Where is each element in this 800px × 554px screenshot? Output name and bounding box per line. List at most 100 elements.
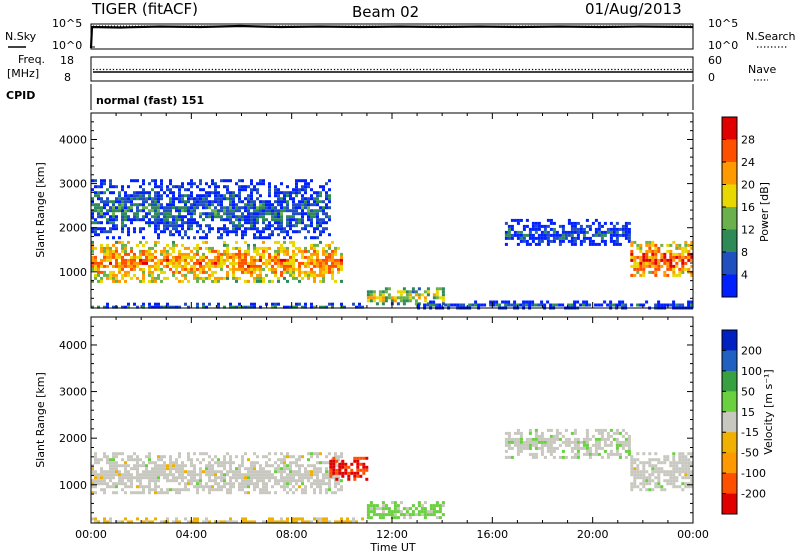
echo-cell [540,440,544,444]
echo-cell [576,221,580,225]
echo-cell [220,520,223,524]
echo-region [91,240,343,283]
echo-cell [274,482,277,486]
echo-cell [154,224,157,228]
echo-cell [211,227,214,231]
echo-cell [124,200,127,204]
echo-cell [91,221,94,225]
colorbar-swatch [722,493,737,515]
echo-cell [319,230,322,234]
echo-cell [277,470,280,474]
echo-cell [645,482,649,486]
echo-cell [259,255,262,259]
echo-cell [142,485,145,489]
echo-cell [190,458,193,462]
echo-cell [103,455,106,459]
echo-cell [151,467,154,471]
echo-cell [151,473,154,477]
echo-cell [211,182,214,186]
echo-cell [253,233,256,237]
echo-cell [94,194,97,198]
echo-cell [160,182,163,186]
echo-cell [295,179,298,183]
echo-cell [157,203,160,207]
echo-cell [319,491,322,495]
echo-cell [274,452,277,456]
echo-cell [142,258,145,262]
echo-cell [244,270,247,274]
echo-cell [148,212,151,216]
echo-cell [124,464,127,468]
echo-cell [669,476,673,480]
echo-cell [358,302,361,306]
echo-cell [365,468,369,472]
echo-cell [226,258,229,262]
echo-cell [97,273,100,277]
echo-cell [325,227,328,231]
echo-cell [369,290,373,294]
echo-cell [166,221,169,225]
echo-cell [331,261,334,265]
echo-cell [274,470,277,474]
echo-cell [262,488,265,492]
echo-cell [145,200,148,204]
echo-cell [175,197,178,201]
echo-cell [663,470,667,474]
echo-cell [322,473,325,477]
echo-cell [241,206,244,210]
echo-cell [121,224,124,228]
echo-cell [289,227,292,231]
echo-cell [163,264,166,268]
echo-cell [109,185,112,189]
echo-cell [184,261,187,265]
echo-cell [289,270,292,274]
echo-cell [328,488,331,492]
echo-cell [423,501,427,505]
echo-cell [193,273,196,277]
echo-cell [283,305,286,309]
echo-cell [420,293,424,297]
echo-cell [678,273,682,277]
echo-cell [112,218,115,222]
echo-cell [196,249,199,253]
echo-cell [429,507,433,511]
echo-cell [295,218,298,222]
echo-cell [214,455,217,459]
echo-cell [283,249,286,253]
echo-cell [217,227,220,231]
echo-cell [145,206,148,210]
echo-cell [142,267,145,271]
echo-cell [190,206,193,210]
echo-cell [208,230,211,234]
echo-cell [642,255,646,259]
echo-cell [334,464,337,468]
echo-cell [690,452,694,456]
colorbar-tick-label: 28 [741,134,755,147]
echo-cell [109,479,112,483]
echo-cell [292,188,295,192]
echo-cell [223,240,226,244]
echo-cell [660,258,664,262]
echo-cell [331,491,334,495]
echo-cell [166,209,169,213]
echo-cell [337,458,340,462]
echo-cell [112,227,115,231]
echo-cell [193,452,196,456]
echo-cell [220,200,223,204]
echo-cell [121,206,124,210]
echo-cell [381,516,385,520]
echo-cell [366,504,370,508]
echo-cell [552,236,556,240]
echo-cell [178,191,181,195]
echo-cell [181,476,184,480]
echo-cell [603,230,607,234]
echo-cell [280,218,283,222]
echo-cell [190,479,193,483]
echo-cell [274,302,277,306]
echo-cell [660,485,664,489]
echo-cell [627,239,631,243]
echo-cell [298,270,301,274]
echo-cell [504,233,508,237]
echo-cell [325,461,328,465]
echo-cell [109,252,112,256]
